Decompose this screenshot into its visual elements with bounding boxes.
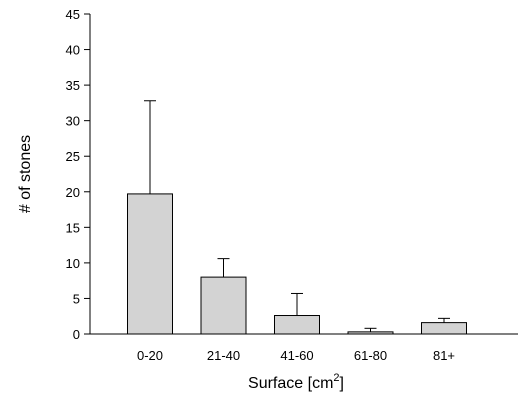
y-tick-label: 40 (66, 43, 80, 58)
y-tick-label: 15 (66, 220, 80, 235)
x-tick-label: 21-40 (207, 348, 240, 363)
y-tick-label: 25 (66, 149, 80, 164)
bar-21-40 (200, 276, 247, 335)
x-axis-title: Surface [cm2] (248, 372, 344, 392)
x-tick-label: 81+ (433, 348, 455, 363)
x-axis-title-text: Surface [cm (248, 375, 333, 392)
y-tick-label: 30 (66, 114, 80, 129)
y-tick-label: 35 (66, 78, 80, 93)
y-tick-label: 0 (73, 327, 80, 342)
x-tick-label: 61-80 (354, 348, 387, 363)
y-tick-label: 5 (73, 291, 80, 306)
bar-81+ (421, 322, 467, 335)
x-axis-title-superscript: 2 (333, 372, 339, 384)
plot-area: 0-20 21-40 41-60 61-80 81+ 0 5 10 15 20 25 30 35 40 45 (66, 7, 518, 363)
y-tick-label: 45 (66, 7, 80, 22)
y-tick-label: 20 (66, 185, 80, 200)
bar-41-60 (274, 315, 320, 335)
bar-0-20 (127, 193, 173, 335)
x-tick-label: 0-20 (137, 348, 163, 363)
y-axis-title: # of stones (17, 135, 34, 213)
y-tick-label: 10 (66, 256, 80, 271)
x-tick-label: 41-60 (280, 348, 313, 363)
x-axis-title-suffix: ] (340, 375, 344, 392)
